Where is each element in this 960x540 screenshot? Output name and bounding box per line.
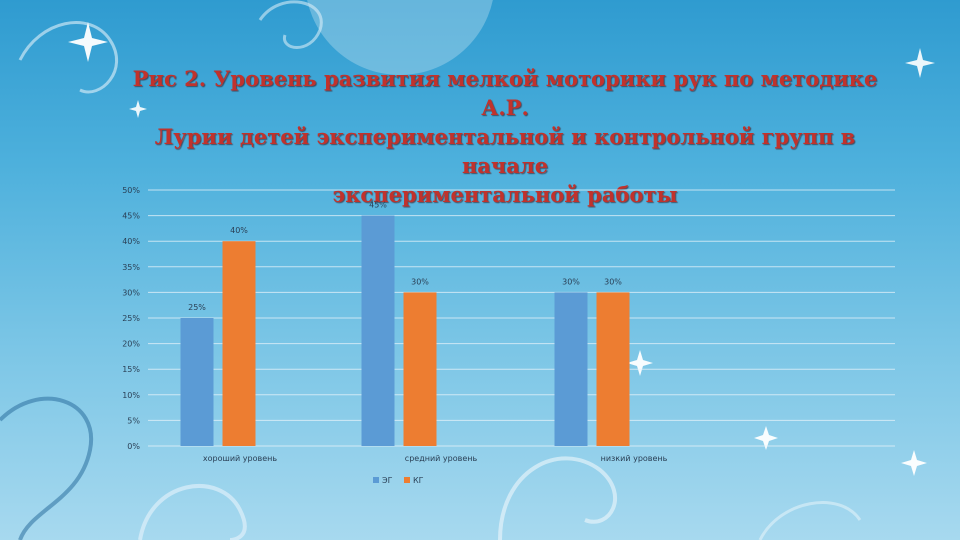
chart-title-line: экспериментальной работы xyxy=(332,182,678,207)
bar-kg xyxy=(596,292,630,446)
data-label: 30% xyxy=(604,277,622,286)
data-label: 30% xyxy=(411,277,429,286)
swirl-ornament xyxy=(498,456,618,540)
chart-title: Рис 2. Уровень развития мелкой моторики … xyxy=(110,64,900,209)
data-label: 25% xyxy=(188,303,206,312)
y-tick-label: 20% xyxy=(122,340,140,349)
sparkle-star xyxy=(627,350,653,376)
bar-eg xyxy=(361,215,395,446)
sparkle-star xyxy=(754,426,778,450)
y-tick-label: 25% xyxy=(122,314,140,323)
data-label: 45% xyxy=(369,201,387,210)
data-label: 40% xyxy=(230,226,248,235)
swirl-ornament xyxy=(758,501,862,540)
y-tick-label: 5% xyxy=(127,416,140,425)
bar-eg xyxy=(180,318,214,446)
y-tick-label: 35% xyxy=(122,263,140,272)
y-tick-label: 50% xyxy=(122,186,140,195)
sparkle-star xyxy=(905,48,935,78)
y-tick-label: 0% xyxy=(127,442,140,451)
x-tick-label: средний уровень xyxy=(405,454,478,463)
bar-eg xyxy=(554,292,588,446)
legend-label: КГ xyxy=(413,476,424,485)
sparkle-star xyxy=(129,100,147,118)
y-tick-label: 45% xyxy=(122,212,140,221)
swirl-ornament xyxy=(18,21,118,94)
chart-title-line: Лурии детей экспериментальной и контроль… xyxy=(154,124,856,178)
moon-shape xyxy=(307,0,493,75)
swirl-ornament xyxy=(258,0,323,49)
legend-swatch xyxy=(404,477,410,483)
x-tick-label: хороший уровень xyxy=(203,454,277,463)
sparkle-star xyxy=(68,22,108,62)
chart-title-line: Рис 2. Уровень развития мелкой моторики … xyxy=(132,66,878,120)
legend-swatch xyxy=(373,477,379,483)
y-tick-label: 30% xyxy=(122,288,140,297)
bar-kg xyxy=(222,241,256,446)
y-tick-label: 40% xyxy=(122,237,140,246)
legend-label: ЭГ xyxy=(382,476,393,485)
data-label: 30% xyxy=(562,277,580,286)
y-tick-label: 15% xyxy=(122,365,140,374)
swirl-ornament xyxy=(0,396,94,540)
sparkle-star xyxy=(901,450,927,476)
swirl-ornament xyxy=(138,484,247,540)
bar-kg xyxy=(403,292,437,446)
x-tick-label: низкий уровень xyxy=(601,454,668,463)
y-tick-label: 10% xyxy=(122,391,140,400)
